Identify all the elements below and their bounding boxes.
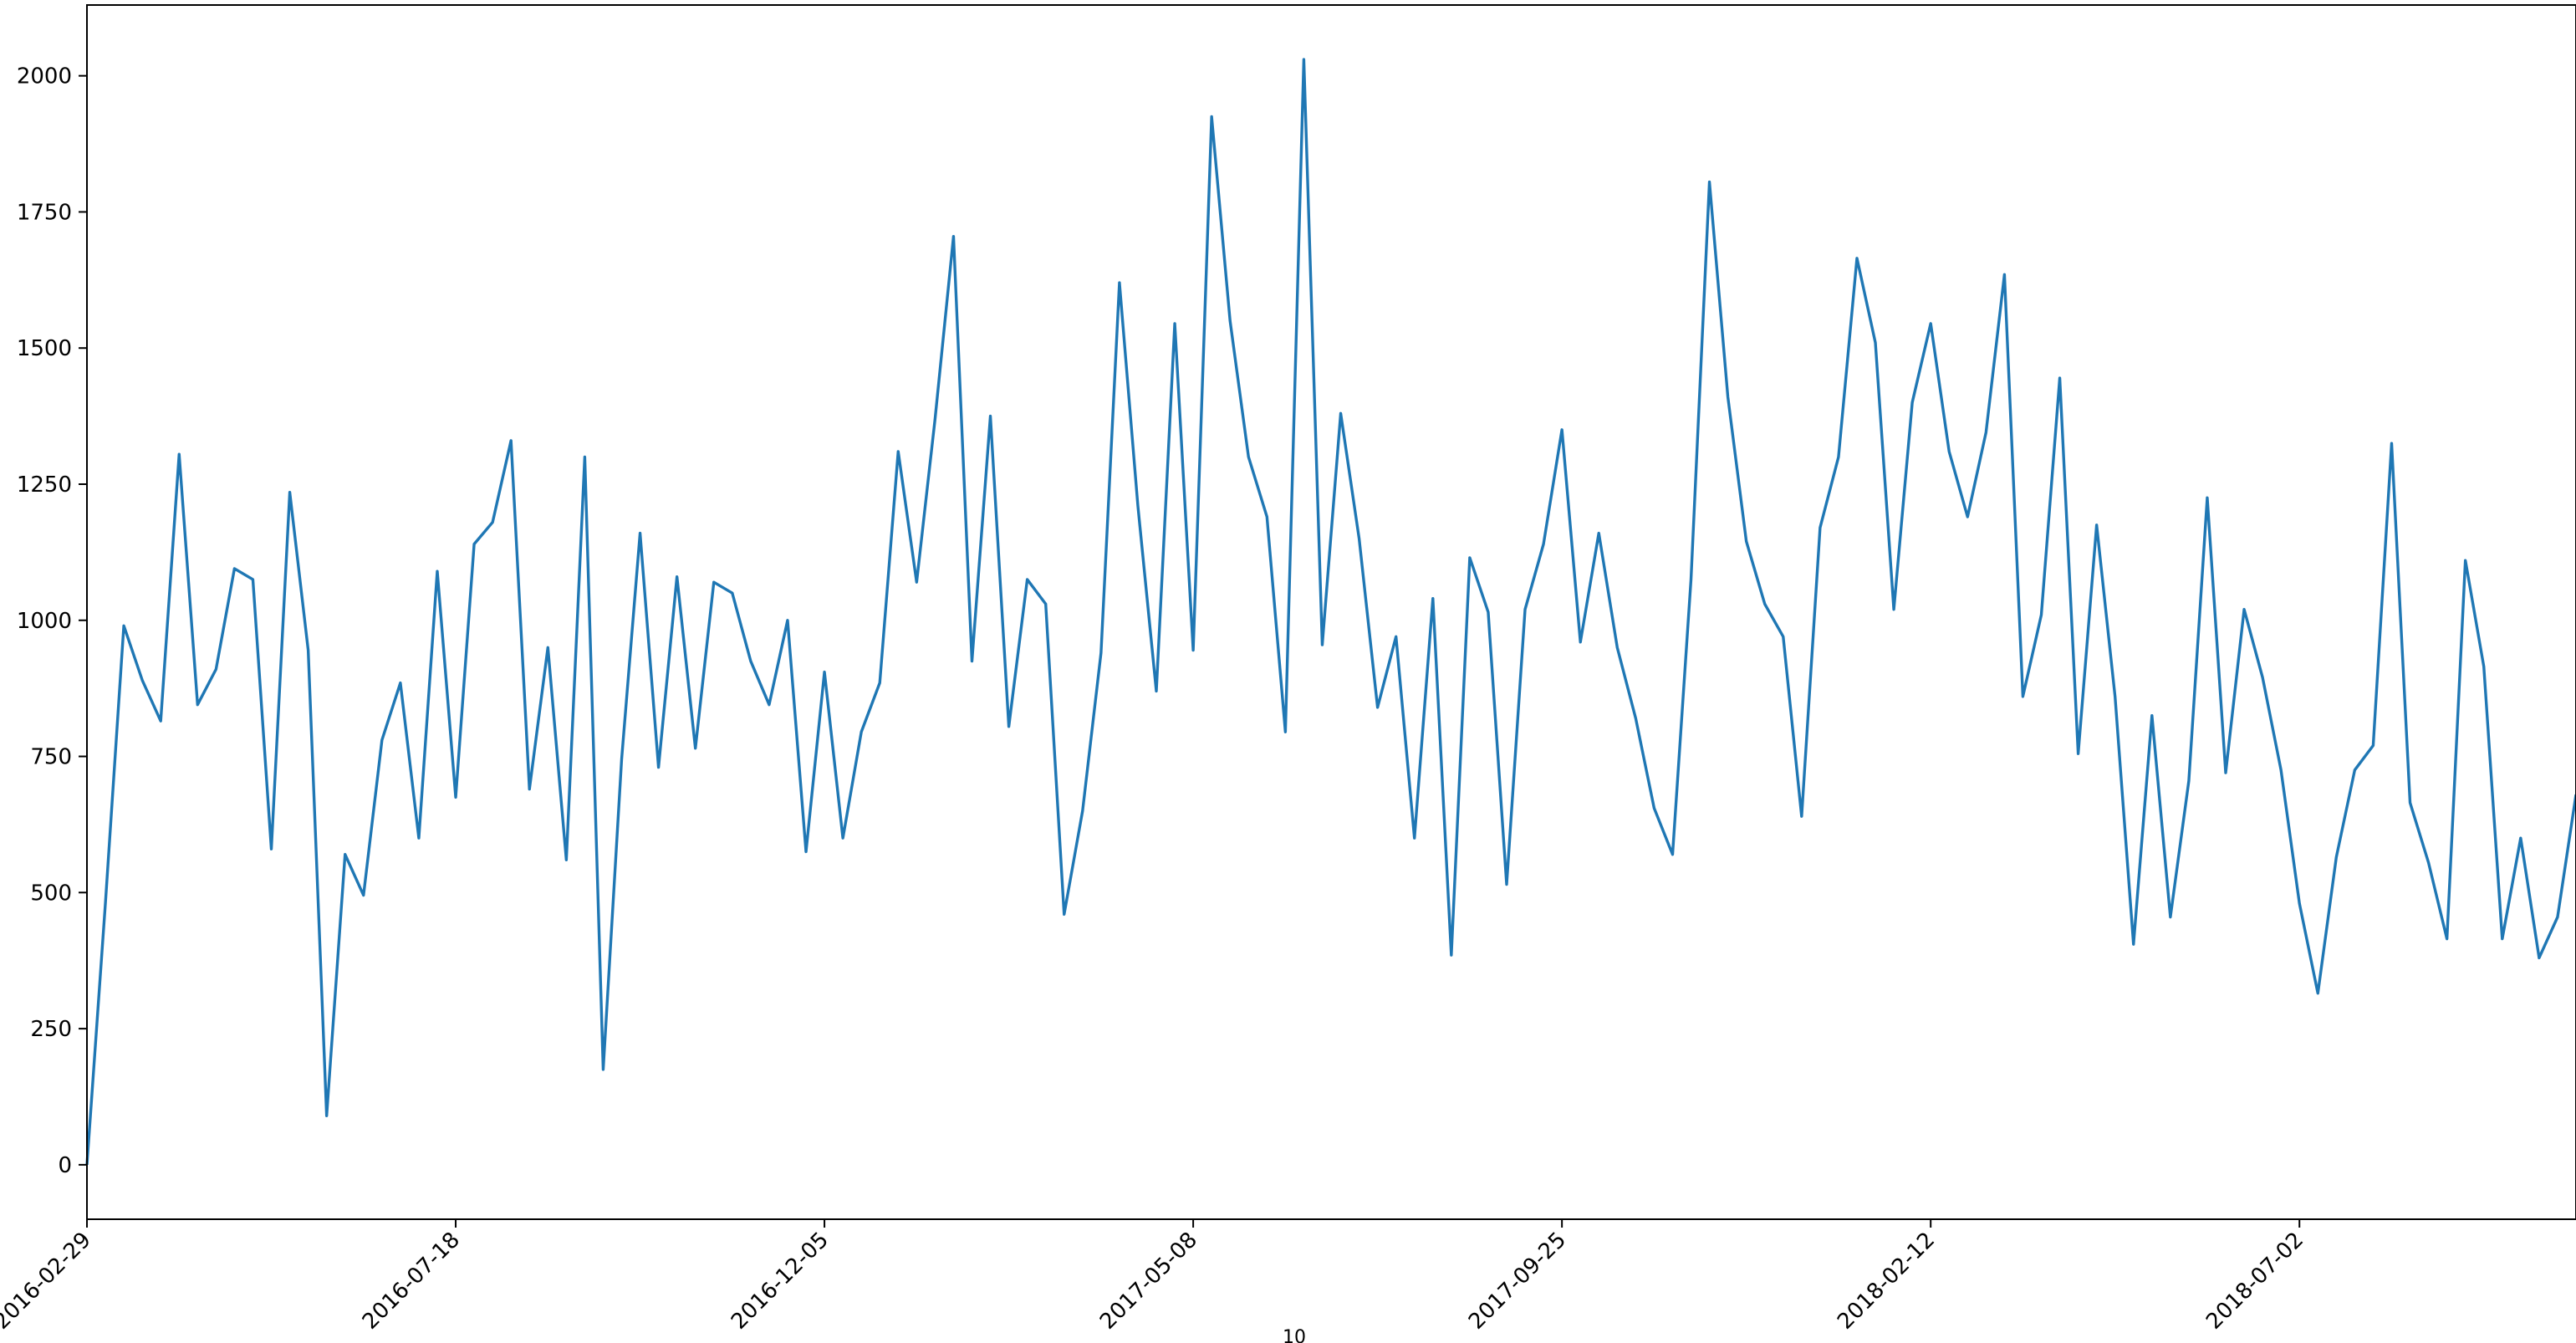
x-tick-label: 2018-02-12 [1833,1228,1940,1335]
plot-area-background [87,5,2576,1219]
x-axis: 2016-02-29 2016-07-18 2016-12-05 2017-05-08… [0,1219,2308,1335]
y-tick-label: 1250 [17,472,72,498]
y-tick-label: 1000 [17,609,72,634]
x-tick-label: 2016-07-18 [358,1228,465,1335]
y-tick-label: 0 [58,1153,72,1178]
y-tick-label: 500 [30,881,72,906]
x-tick-label: 2018-07-02 [2201,1228,2308,1335]
x-axis-label: 10 [1283,1327,1306,1343]
x-tick-label: 2017-09-25 [1464,1228,1571,1335]
x-tick-label: 2016-02-29 [0,1228,96,1335]
series-layer [85,58,2576,1166]
x-tick-label: 2017-05-08 [1095,1228,1202,1335]
series-line-0 [85,58,2576,1166]
plot-frame [86,4,2576,1220]
y-axis: 0 250 500 750 1000 1250 1500 1750 2000 [17,64,87,1178]
x-tick-label: 2016-12-05 [727,1228,834,1335]
y-tick-label: 1500 [17,336,72,361]
y-tick-label: 1750 [17,200,72,225]
y-tick-label: 2000 [17,64,72,89]
y-tick-label: 750 [30,745,72,770]
y-tick-label: 250 [30,1017,72,1042]
